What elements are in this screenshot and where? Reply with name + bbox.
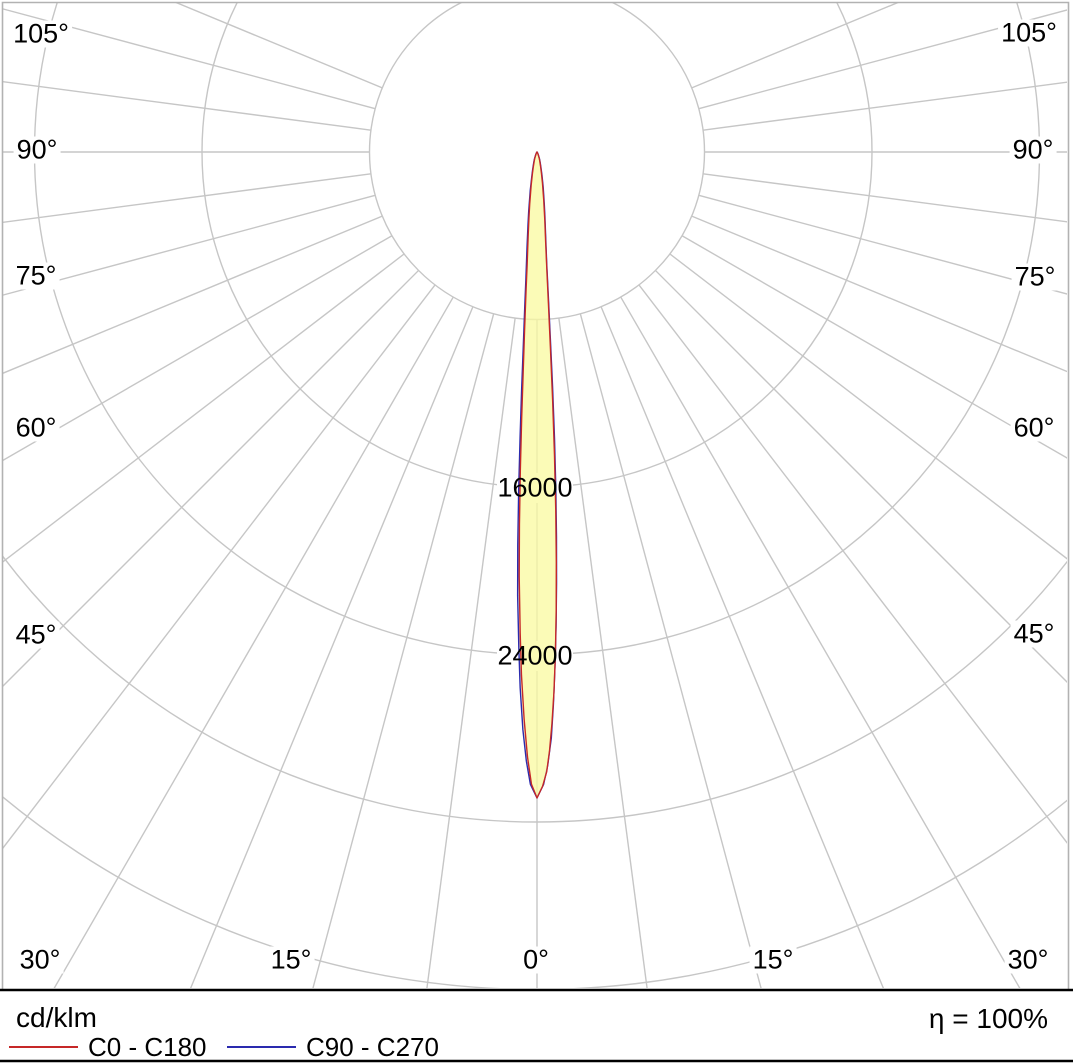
- ring-value-label: 24000: [497, 640, 573, 671]
- legend-item-c90-c270: C90 - C270: [227, 1034, 439, 1060]
- angle-tick-label: 60°: [1010, 414, 1058, 442]
- angle-tick-label: 15°: [267, 946, 315, 974]
- legend-line-c90-icon: [227, 1046, 296, 1048]
- angle-tick-label: 30°: [16, 946, 64, 974]
- ring-value-label: 16000: [497, 472, 573, 503]
- angle-tick-label: 90°: [1009, 136, 1057, 164]
- legend-label-c90: C90 - C270: [306, 1032, 439, 1062]
- angle-tick-label: 30°: [1004, 946, 1052, 974]
- angle-tick-label: 15°: [749, 946, 797, 974]
- angle-tick-label: 75°: [1011, 263, 1059, 291]
- efficiency-label: η = 100%: [928, 1003, 1048, 1034]
- unit-label: cd/klm: [16, 1002, 97, 1033]
- legend-item-c0-c180: C0 - C180: [9, 1034, 207, 1060]
- angle-tick-label: 45°: [1010, 620, 1058, 648]
- angle-tick-label: 105°: [998, 19, 1060, 47]
- angle-tick-label: 105°: [10, 20, 72, 48]
- angle-tick-label: 60°: [12, 414, 60, 442]
- angle-tick-label: 45°: [12, 621, 60, 649]
- angle-tick-label: 75°: [12, 262, 60, 290]
- angle-tick-label: 0°: [520, 946, 552, 974]
- legend-line-c0-icon: [9, 1046, 78, 1048]
- angle-tick-label: 90°: [13, 136, 61, 164]
- legend-label-c0: C0 - C180: [88, 1032, 207, 1062]
